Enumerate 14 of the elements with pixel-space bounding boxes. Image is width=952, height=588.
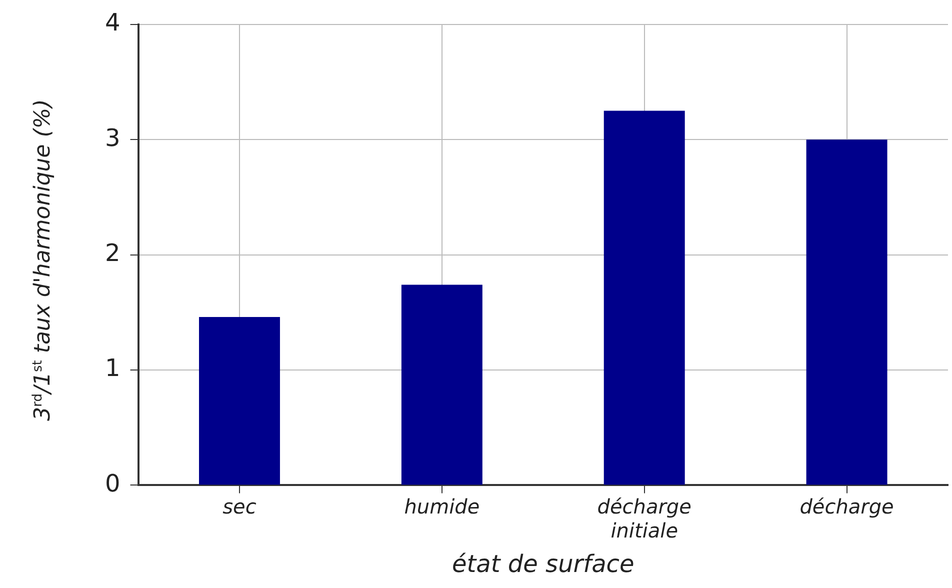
x-tick-label: décharge xyxy=(800,494,894,518)
x-tick-label: sec xyxy=(222,494,256,518)
bar xyxy=(401,284,482,485)
y-tick-label: 0 xyxy=(104,469,120,498)
x-axis-title: état de surface xyxy=(452,550,634,578)
bar xyxy=(604,110,685,485)
y-tick-label: 4 xyxy=(104,8,120,37)
bar xyxy=(199,317,280,485)
y-tick-label: 3 xyxy=(104,124,120,152)
x-tick-label: décharge initiale xyxy=(597,494,692,542)
x-tick-label: humide xyxy=(404,494,480,518)
y-tick-label: 1 xyxy=(104,354,120,382)
y-tick-label: 2 xyxy=(104,239,120,268)
bar xyxy=(806,140,888,485)
